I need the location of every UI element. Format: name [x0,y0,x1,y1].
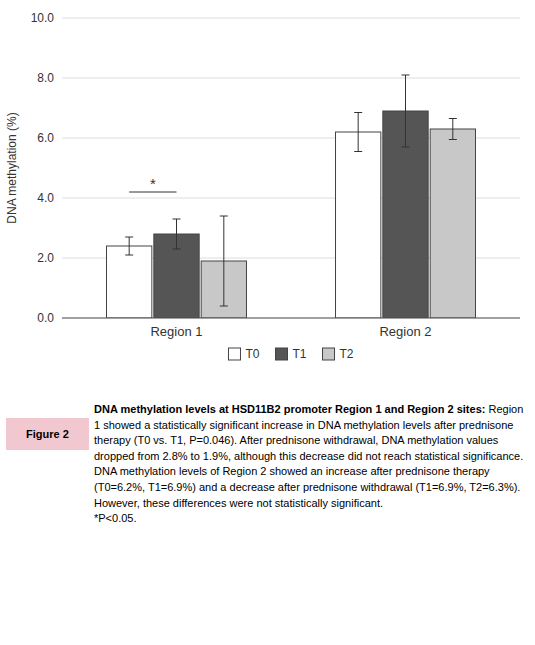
error-cap [354,151,362,152]
significance-label: * [150,175,156,192]
error-cap [402,147,410,148]
y-tick-label: 10.0 [31,11,55,25]
error-cap [125,255,133,256]
error-cap [220,306,228,307]
caption-title: DNA methylation levels at HSD11B2 promot… [94,403,485,415]
y-tick-label: 0.0 [37,311,54,325]
caption-note: *P<0.05. [94,511,524,527]
caption-text: DNA methylation levels at HSD11B2 promot… [94,402,524,511]
y-tick-label: 8.0 [37,71,54,85]
error-stem [405,75,406,147]
error-cap [125,237,133,238]
error-bar [449,119,457,140]
error-cap [220,216,228,217]
legend-swatch [275,348,287,360]
bar [430,129,475,318]
error-cap [449,118,457,119]
error-bar [173,219,181,249]
error-stem [176,219,177,249]
figure-label: Figure 2 [6,418,89,450]
legend-label: T2 [340,347,354,361]
error-cap [354,112,362,113]
legend-swatch [228,348,240,360]
caption-body: Region 1 showed a statistically signific… [94,403,523,509]
error-stem [452,119,453,140]
caption: DNA methylation levels at HSD11B2 promot… [94,402,524,527]
error-stem [223,216,224,306]
chart: 0.0 2.0 4.0 6.0 8.0 10.0 DNA methylation (%) Re… [0,0,535,395]
error-cap [449,139,457,140]
x-tick-label: Region 1 [150,324,202,339]
error-bar [220,216,228,306]
grid-line [62,18,520,19]
legend-label: T1 [292,347,306,361]
y-tick-label: 2.0 [37,251,54,265]
bar [336,132,381,318]
y-axis-label: DNA methylation (%) [5,112,19,223]
x-axis-line [62,318,520,319]
legend-item: T2 [323,347,354,361]
error-stem [358,113,359,152]
grid-line [62,318,520,319]
error-cap [173,219,181,220]
y-tick-label: 6.0 [37,131,54,145]
x-tick-label: Region 2 [379,324,431,339]
error-bar [402,75,410,147]
legend-item: T0 [228,347,259,361]
legend-label: T0 [245,347,259,361]
legend-item: T1 [275,347,306,361]
bar [107,246,152,318]
error-cap [173,249,181,250]
y-tick-label: 4.0 [37,191,54,205]
plot-area [107,75,476,318]
error-bar [125,237,133,255]
error-bar [354,113,362,152]
legend-swatch [323,348,335,360]
error-stem [129,237,130,255]
error-cap [402,75,410,76]
grid-line [62,78,520,79]
legend: T0 T1 T2 [228,347,353,361]
